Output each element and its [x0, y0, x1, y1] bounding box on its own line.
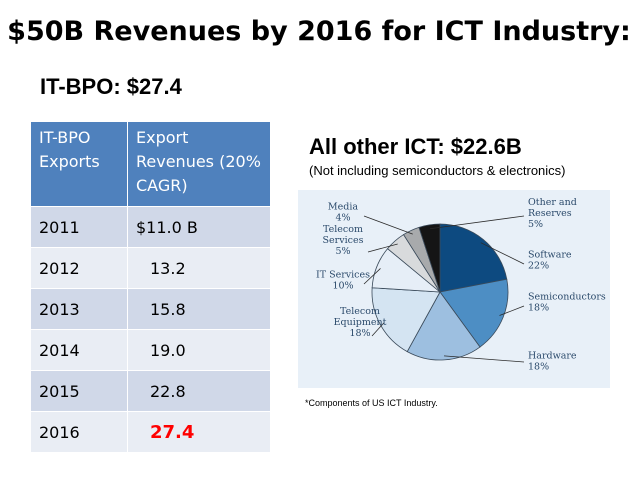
row-value: 19.0	[127, 329, 271, 371]
table-header-row: IT-BPO Exports Export Revenues (20% CAGR…	[31, 122, 271, 207]
row-year: 2013	[31, 288, 128, 330]
ict-subtitle: (Not including semiconductors & electron…	[309, 163, 566, 178]
table-row: 2016 27.4	[31, 411, 271, 452]
row-value-highlight: 27.4	[127, 411, 271, 452]
leader-line	[480, 242, 525, 265]
row-year: 2016	[31, 411, 128, 452]
pie-slice-hardware	[406, 291, 481, 361]
row-year: 2015	[31, 370, 128, 412]
table-row: 2014 19.0	[31, 329, 271, 371]
header-revenues: Export Revenues (20% CAGR)	[127, 122, 271, 207]
table-row: 2012 13.2	[31, 247, 271, 289]
footnote: *Components of US ICT Industry.	[305, 398, 438, 408]
row-value: $11.0 B	[127, 206, 271, 248]
pie-label: Semiconductors 18%	[528, 292, 606, 314]
pie-slice-telecom-equipment	[371, 287, 441, 353]
pie-slice-semiconductors	[439, 278, 509, 348]
pie-slice-other-and-reserves	[418, 223, 441, 293]
pie-label: Other and Reserves 5%	[528, 197, 577, 230]
leader-line	[443, 355, 525, 363]
table-row: 2015 22.8	[31, 370, 271, 412]
pie-chart-panel: Software 22% Semiconductors 18% Hardware 18% T…	[298, 190, 610, 388]
pie-label: Hardware 18%	[528, 351, 577, 373]
pie-label: IT Services 10%	[316, 270, 370, 292]
it-bpo-total: IT-BPO: $27.4	[40, 74, 182, 99]
leader-line	[499, 305, 525, 316]
pie-chart: Software 22% Semiconductors 18% Hardware 18% T…	[316, 197, 606, 373]
exports-table: IT-BPO Exports Export Revenues (20% CAGR…	[31, 122, 271, 452]
row-value: 22.8	[127, 370, 271, 412]
pie-label: Media 4%	[328, 202, 358, 224]
row-year: 2011	[31, 206, 128, 248]
slide-title: $50B Revenues by 2016 for ICT Industry:	[7, 16, 631, 47]
pie-label: Telecom Equipment 18%	[334, 306, 387, 339]
table-row: 2013 15.8	[31, 288, 271, 330]
row-year: 2014	[31, 329, 128, 371]
table-row: 2011 $11.0 B	[31, 206, 271, 248]
leader-line	[429, 215, 525, 230]
leader-line	[367, 243, 398, 253]
ict-title: All other ICT: $22.6B	[309, 134, 522, 159]
pie-label: Software 22%	[528, 250, 572, 272]
row-value: 13.2	[127, 247, 271, 289]
leader-line	[363, 268, 381, 285]
leader-line	[363, 215, 413, 235]
leader-line	[371, 322, 385, 337]
row-value: 15.8	[127, 288, 271, 330]
pie-label: Telecom Services 5%	[323, 224, 364, 257]
header-exports: IT-BPO Exports	[31, 122, 128, 207]
pie-slice-software	[439, 223, 508, 293]
row-year: 2012	[31, 247, 128, 289]
